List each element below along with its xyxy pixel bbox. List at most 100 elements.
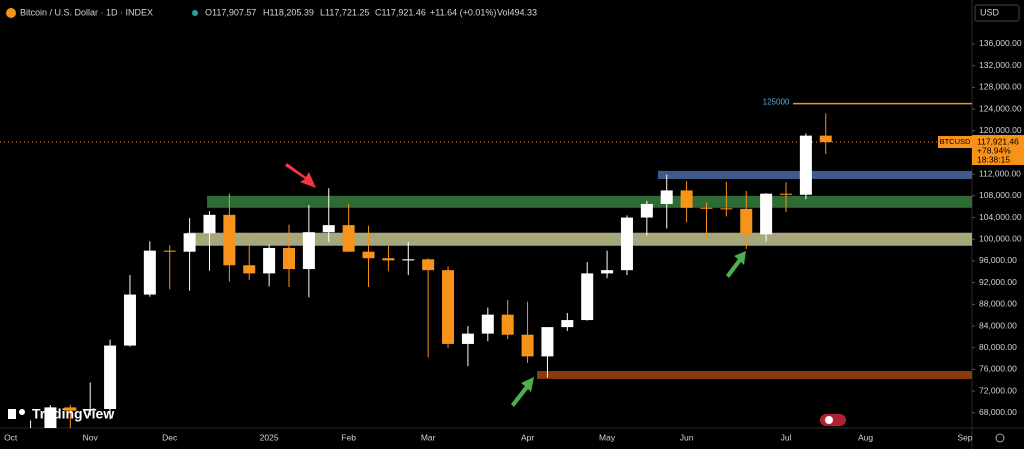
candle-body (203, 214, 216, 234)
price-tag-box (972, 135, 1024, 166)
ohlc-change: +11.64 (+0.01%) (430, 7, 496, 17)
candle-body (382, 258, 395, 261)
logo-icon (8, 409, 16, 419)
candle-body (322, 225, 335, 233)
candle-body (223, 214, 236, 266)
candle-body (64, 407, 77, 411)
x-tick-label: Sep (957, 432, 972, 442)
candle-body (640, 203, 653, 218)
candle-body (84, 409, 97, 411)
zone (207, 195, 972, 208)
candle-body (422, 259, 435, 271)
x-tick-label: Oct (4, 432, 18, 442)
candle-body (660, 190, 673, 204)
ohlc-close: C117,921.46 (375, 7, 426, 17)
y-tick-label: 108,000.00 (979, 190, 1022, 200)
candle-body (342, 225, 355, 252)
zone (537, 371, 972, 379)
candle-body (104, 345, 117, 410)
level-label: 125000 (763, 98, 790, 107)
price-tag-countdown: 18:38:15 (977, 154, 1010, 164)
volume: Vol494.33 (497, 7, 537, 17)
x-tick-label: Dec (162, 432, 178, 442)
currency[interactable]: USD (980, 7, 1000, 17)
candle-body (620, 217, 633, 271)
coin-icon (6, 8, 16, 18)
flag-icon[interactable] (825, 416, 833, 424)
candle-body (461, 333, 474, 344)
x-tick-label: 2025 (260, 432, 279, 442)
status-dot (192, 10, 198, 16)
zone (187, 232, 972, 246)
plot (0, 102, 972, 428)
candle-body (581, 273, 594, 321)
x-tick-label: Jun (680, 432, 694, 442)
price-tag-symbol-box (938, 136, 972, 149)
candle-body (302, 232, 315, 270)
candle-body (481, 314, 494, 334)
y-tick-label: 80,000.00 (979, 342, 1017, 352)
y-tick-label: 136,000.00 (979, 38, 1022, 48)
candle-body (521, 334, 534, 357)
y-tick-label: 120,000.00 (979, 125, 1022, 135)
candle-body (700, 207, 713, 209)
y-tick-label: 100,000.00 (979, 233, 1022, 243)
y-tick-label: 124,000.00 (979, 103, 1022, 113)
price-tag-change: +78.94% (977, 145, 1011, 155)
arrow-green (726, 251, 746, 278)
x-tick-label: Mar (421, 432, 436, 442)
candle-body (123, 294, 136, 346)
candle-body (680, 190, 693, 208)
y-tick-label: 128,000.00 (979, 82, 1022, 92)
ohlc-high: H118,205.39 (263, 7, 314, 17)
candle-body (362, 251, 375, 259)
logo-icon (19, 409, 25, 415)
settings-icon[interactable] (995, 433, 1005, 443)
candle-body (243, 265, 256, 274)
ohlc-open: O117,907.57 (205, 7, 256, 17)
y-tick-label: 88,000.00 (979, 299, 1017, 309)
x-tick-label: Nov (83, 432, 99, 442)
candle-body (720, 208, 733, 210)
x-tick-label: May (599, 432, 616, 442)
y-tick-label: 76,000.00 (979, 364, 1017, 374)
x-tick-label: Aug (858, 432, 873, 442)
x-tick-label: Apr (521, 432, 534, 442)
candle-body (541, 327, 554, 357)
y-tick-label: 72,000.00 (979, 385, 1017, 395)
candle-body (143, 250, 156, 295)
candle-body (183, 233, 196, 252)
candle-body (601, 270, 614, 274)
arrow-green (511, 377, 534, 407)
candle-body (263, 247, 276, 274)
logo: TradingView (32, 406, 114, 422)
y-tick-label: 84,000.00 (979, 320, 1017, 330)
y-tick-label: 132,000.00 (979, 60, 1022, 70)
candle-body (501, 314, 514, 335)
candle-body (740, 208, 753, 235)
candle-body (163, 250, 176, 252)
candle-body (760, 193, 773, 235)
price-tag-value: 117,921.46 (977, 136, 1019, 146)
candle-body (819, 135, 832, 143)
y-tick-label: 96,000.00 (979, 255, 1017, 265)
candle-body (283, 247, 295, 270)
y-tick-label: 92,000.00 (979, 277, 1017, 287)
x-tick-label: Jul (781, 432, 792, 442)
ohlc-low: L117,721.25 (320, 7, 369, 17)
symbol-title: Bitcoin / U.S. Dollar · 1D · INDEX (20, 7, 153, 17)
y-tick-label: 112,000.00 (979, 168, 1021, 178)
candle-body (442, 270, 455, 344)
candle-body (402, 259, 415, 261)
currency-button[interactable] (974, 4, 1020, 22)
arrow-red (285, 163, 316, 188)
price-tag-symbol: BTCUSD (940, 137, 971, 146)
candle-body (799, 135, 812, 195)
candle-body (780, 193, 792, 195)
candle-body (44, 407, 57, 428)
y-tick-label: 104,000.00 (979, 212, 1022, 222)
x-tick-label: Feb (341, 432, 356, 442)
candle-body (561, 320, 574, 328)
